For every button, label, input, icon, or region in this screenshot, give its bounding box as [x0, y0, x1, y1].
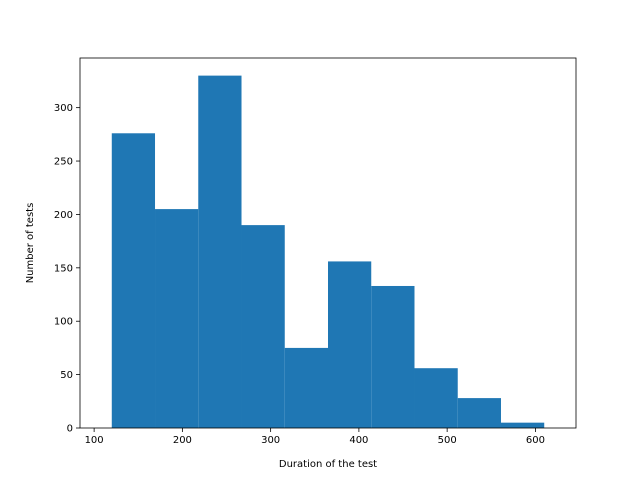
- y-tick-label: 200: [54, 210, 73, 221]
- bars-group: [111, 75, 545, 429]
- x-tick-label: 600: [526, 435, 545, 446]
- y-tick-label: 0: [67, 424, 73, 435]
- x-tick-label: 200: [173, 435, 192, 446]
- histogram-bar: [500, 422, 545, 428]
- histogram-bar: [457, 398, 501, 428]
- histogram-bar: [284, 347, 328, 428]
- x-axis-ticks: 100 200 300 400 500 600: [85, 428, 545, 446]
- y-tick-label: 250: [54, 157, 73, 168]
- histogram-bar: [155, 209, 199, 428]
- histogram-bar: [198, 75, 242, 428]
- histogram-bar: [328, 261, 372, 428]
- histogram-bar: [371, 285, 415, 428]
- histogram-bar: [414, 368, 458, 428]
- y-axis-ticks: 0 50 100 150 200 250 300: [54, 103, 80, 435]
- histogram-bar: [241, 225, 285, 428]
- y-tick-label: 300: [54, 103, 73, 114]
- y-axis-label: Number of tests: [25, 203, 36, 284]
- x-tick-label: 400: [349, 435, 368, 446]
- x-tick-label: 300: [261, 435, 280, 446]
- x-tick-label: 100: [85, 435, 104, 446]
- x-axis-label: Duration of the test: [279, 459, 377, 470]
- axes-frame: [79, 57, 577, 429]
- y-tick-label: 100: [54, 317, 73, 328]
- y-tick-label: 50: [60, 370, 73, 381]
- histogram-bar: [111, 133, 156, 429]
- y-tick-label: 150: [54, 263, 73, 274]
- x-tick-label: 500: [438, 435, 457, 446]
